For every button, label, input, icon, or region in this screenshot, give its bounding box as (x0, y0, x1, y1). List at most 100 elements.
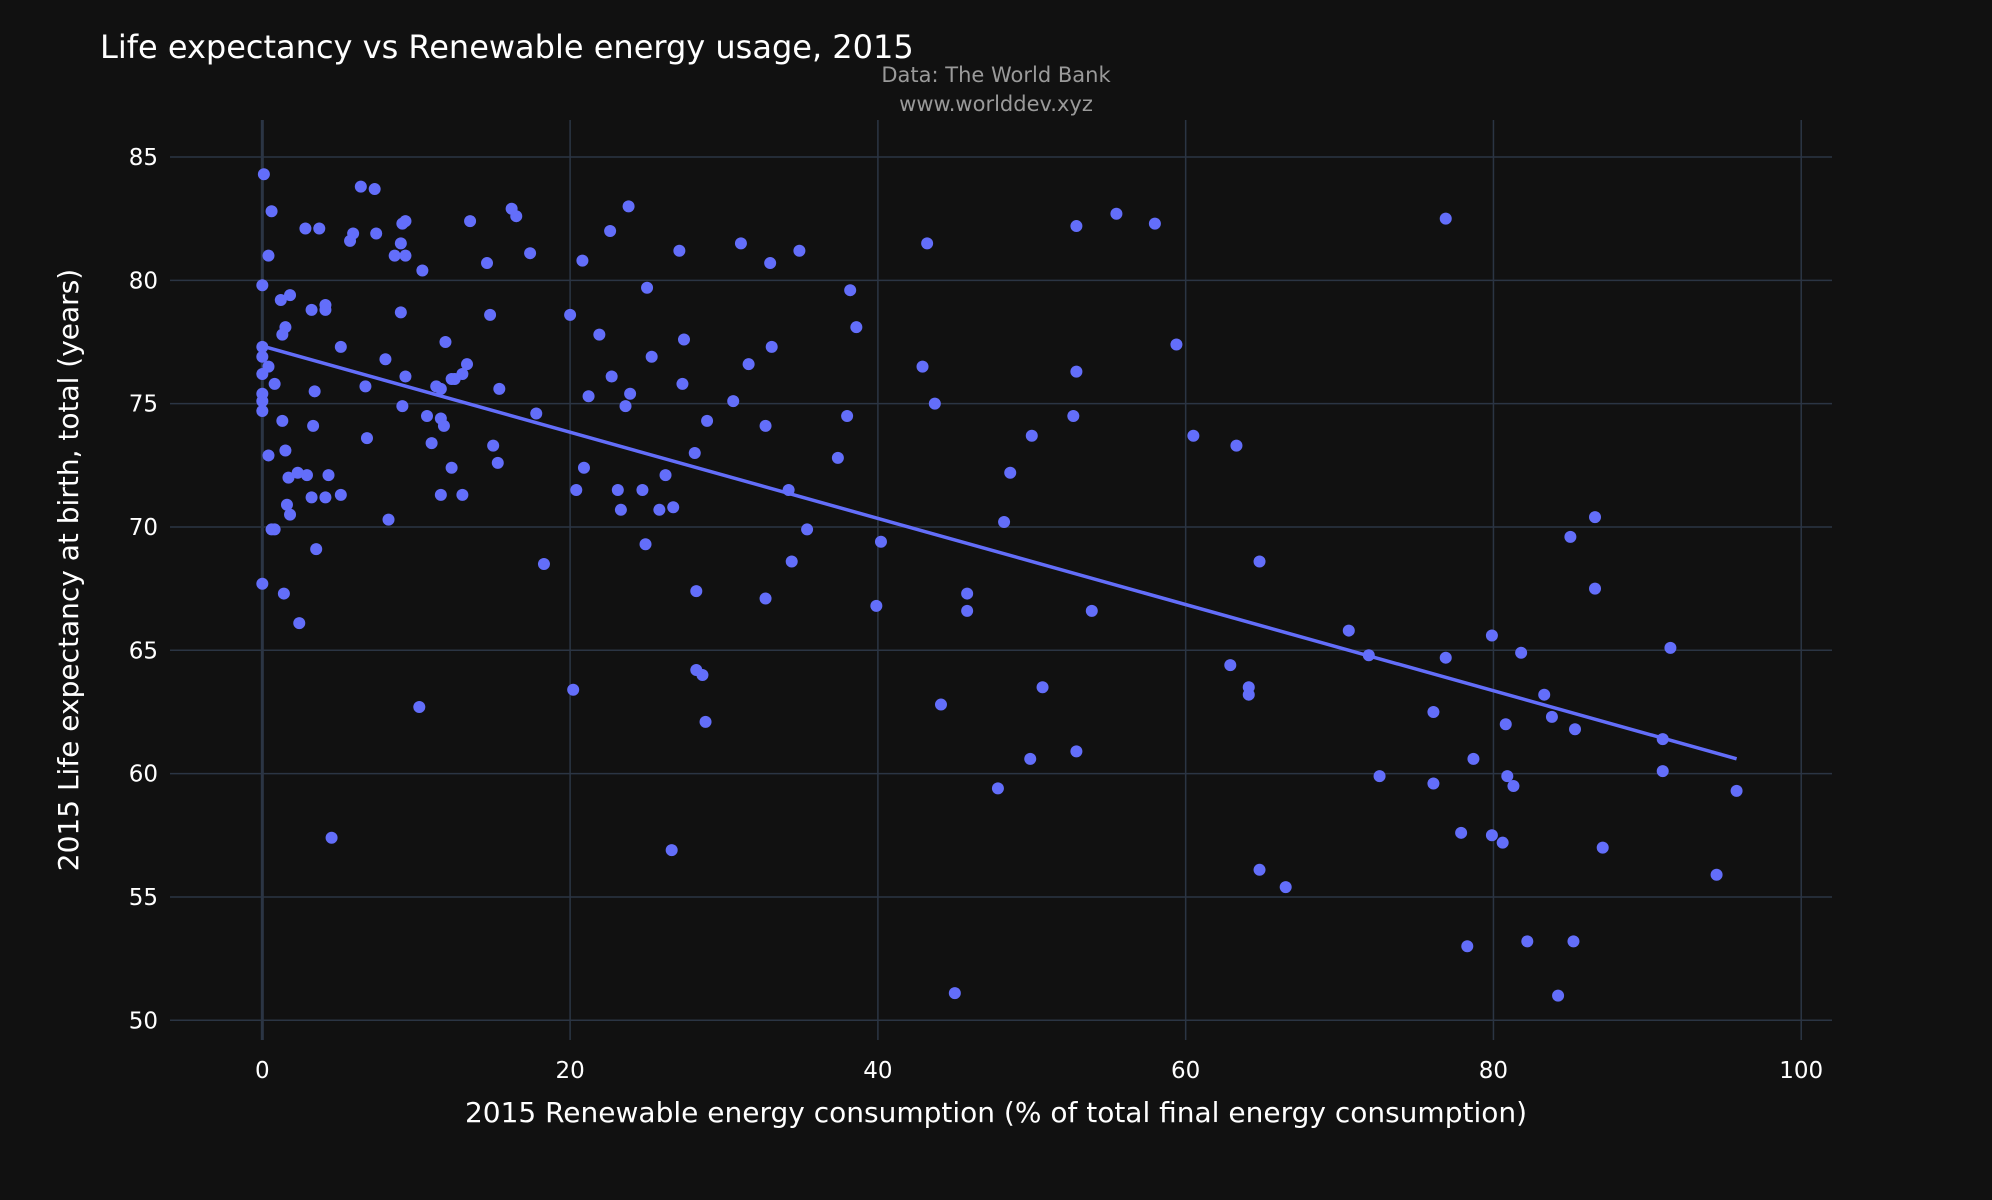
data-point (445, 461, 458, 474)
data-point (1589, 582, 1602, 595)
data-point (1253, 555, 1266, 568)
data-point (1224, 659, 1237, 672)
data-point (793, 244, 806, 257)
data-point (785, 555, 798, 568)
data-point (1485, 829, 1498, 842)
data-point (280, 498, 293, 511)
data-point (1242, 688, 1255, 701)
data-point (676, 377, 689, 390)
data-points (256, 168, 1743, 1002)
data-point (276, 414, 289, 427)
data-point (1521, 935, 1534, 948)
data-point (659, 469, 672, 482)
data-point (370, 227, 383, 240)
data-point (1656, 765, 1669, 778)
data-point (282, 471, 295, 484)
data-point (831, 451, 844, 464)
data-point (1589, 511, 1602, 524)
data-point (850, 321, 863, 334)
data-point (916, 360, 929, 373)
data-point (262, 249, 275, 262)
data-point (624, 387, 637, 400)
data-point (844, 284, 857, 297)
x-tick-label: 60 (1171, 1058, 1200, 1084)
data-point (688, 446, 701, 459)
data-point (593, 328, 606, 341)
data-point (764, 257, 777, 270)
data-point (991, 782, 1004, 795)
data-point (399, 370, 412, 383)
data-point (948, 987, 961, 1000)
data-point (310, 543, 323, 556)
data-point (611, 483, 624, 496)
data-point (961, 604, 974, 617)
data-point (439, 335, 452, 348)
data-point (1070, 745, 1083, 758)
y-axis-label: 2015 Life expectancy at birth, total (ye… (52, 269, 85, 871)
y-tick-labels: 50 55 60 65 70 75 80 85 (129, 145, 158, 1034)
data-point (1110, 207, 1123, 220)
data-point (300, 469, 313, 482)
data-point (759, 419, 772, 432)
data-point (274, 294, 287, 307)
data-point (268, 377, 281, 390)
data-point (256, 279, 269, 292)
data-point (334, 340, 347, 353)
data-point (742, 358, 755, 371)
data-point (510, 210, 523, 223)
data-point (368, 183, 381, 196)
data-point (639, 538, 652, 551)
data-point (382, 513, 395, 526)
data-point (1427, 777, 1440, 790)
data-point (434, 488, 447, 501)
data-point (701, 414, 714, 427)
data-point (425, 437, 438, 450)
data-point (265, 205, 278, 218)
data-point (605, 370, 618, 383)
data-point (1730, 784, 1743, 797)
data-point (394, 237, 407, 250)
data-point (1485, 629, 1498, 642)
data-point (567, 683, 580, 696)
x-tick-label: 40 (863, 1058, 892, 1084)
source-line-2: www.worlddev.xyz (899, 92, 1093, 116)
data-point (399, 249, 412, 262)
data-point (344, 234, 357, 247)
data-point (1230, 439, 1243, 452)
data-point (1070, 220, 1083, 233)
data-point (256, 577, 269, 590)
data-point (277, 587, 290, 600)
data-point (313, 222, 326, 235)
y-tick-label: 55 (129, 885, 158, 911)
y-tick-label: 80 (129, 268, 158, 294)
data-point (1085, 604, 1098, 617)
data-point (354, 180, 367, 193)
data-point (334, 488, 347, 501)
data-point (1342, 624, 1355, 637)
data-point (268, 523, 281, 536)
data-point (1538, 688, 1551, 701)
data-point (928, 397, 941, 410)
data-point (1187, 429, 1200, 442)
x-tick-label: 100 (1779, 1058, 1823, 1084)
x-tick-label: 0 (255, 1058, 270, 1084)
data-point (1279, 881, 1292, 894)
data-point (464, 215, 477, 228)
data-point (487, 439, 500, 452)
data-point (1025, 429, 1038, 442)
data-point (360, 432, 373, 445)
data-point (1515, 646, 1528, 659)
data-point (1461, 940, 1474, 953)
data-point (653, 503, 666, 516)
y-tick-label: 85 (129, 145, 158, 171)
data-point (307, 419, 320, 432)
data-point (673, 244, 686, 257)
data-point (434, 382, 447, 395)
data-point (1545, 710, 1558, 723)
data-point (256, 340, 269, 353)
data-point (491, 456, 504, 469)
x-axis-label: 2015 Renewable energy consumption (% of … (465, 1096, 1527, 1129)
data-point (582, 390, 595, 403)
data-point (1067, 409, 1080, 422)
